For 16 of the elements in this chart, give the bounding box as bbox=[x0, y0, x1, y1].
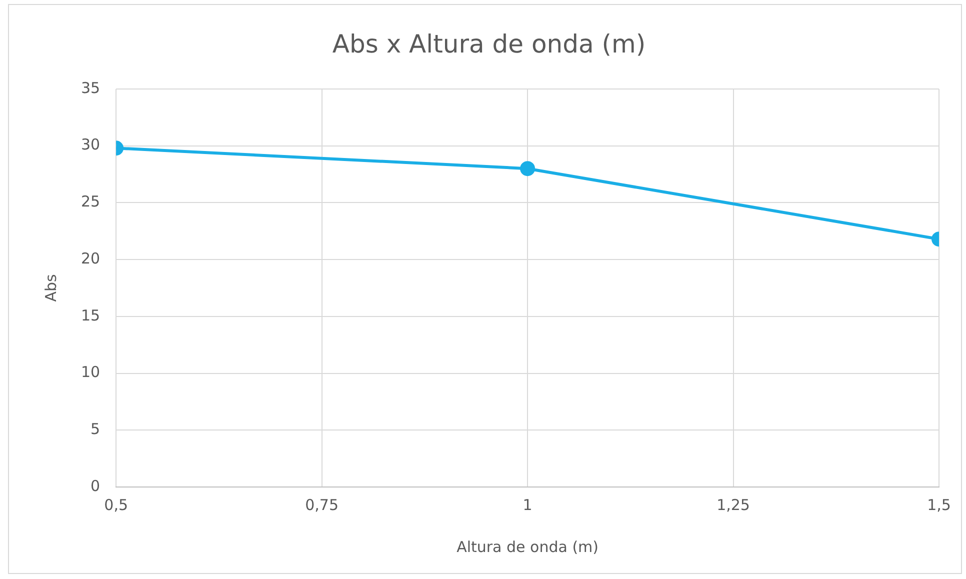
chart-title: Abs x Altura de onda (m) bbox=[332, 30, 646, 58]
x-tick-label: 0,5 bbox=[104, 496, 128, 514]
x-tick-label: 0,75 bbox=[305, 496, 339, 514]
y-tick-label: 30 bbox=[80, 136, 100, 154]
y-tick-label: 10 bbox=[80, 363, 100, 382]
y-axis-title: Abs bbox=[42, 274, 60, 302]
y-tick-label: 20 bbox=[80, 249, 100, 268]
x-tick-label: 1 bbox=[522, 496, 532, 514]
y-tick-label: 0 bbox=[90, 476, 100, 495]
y-tick-label: 35 bbox=[80, 78, 100, 97]
x-tick-label: 1,25 bbox=[716, 496, 750, 514]
y-tick-label: 15 bbox=[80, 306, 100, 324]
x-axis-title: Altura de onda (m) bbox=[456, 538, 599, 556]
y-tick-label: 25 bbox=[80, 192, 100, 211]
y-tick-label: 5 bbox=[90, 420, 100, 438]
x-tick-label: 1,5 bbox=[927, 496, 951, 514]
